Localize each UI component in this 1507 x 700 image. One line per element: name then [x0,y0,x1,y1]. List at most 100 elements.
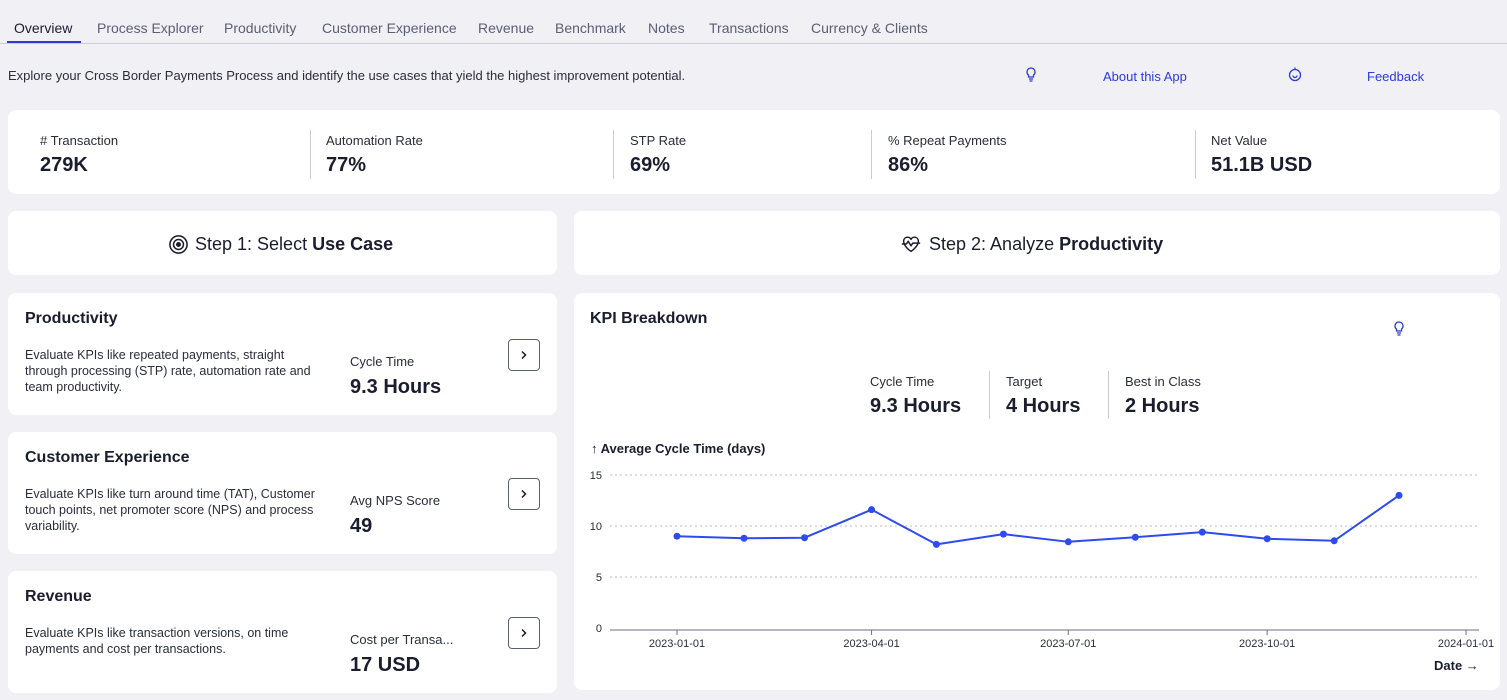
step1-bold: Use Case [312,234,394,254]
use-case-description: Evaluate KPIs like transaction versions,… [25,626,289,656]
y-tick-label: 10 [590,521,602,533]
kb-kpi-value: 4 Hours [1006,395,1081,417]
kpi-label: Automation Rate [326,133,423,148]
open-productivity-button[interactable] [508,339,540,371]
kb-kpi-target: Target 4 Hours [1006,374,1080,418]
use-case-title: Customer Experience [25,449,190,466]
tab-overview[interactable]: Overview [14,20,73,36]
y-tick-label: 5 [596,572,602,584]
kpi-stp-rate: STP Rate 69% [630,133,686,177]
x-tick-label: 2023-07-01 [1040,638,1096,650]
y-tick-label: 0 [596,623,602,635]
tab-currency-clients[interactable]: Currency & Clients [811,20,928,36]
use-case-description: Evaluate KPIs like repeated payments, st… [25,348,311,394]
tab-transactions[interactable]: Transactions [709,20,789,36]
tab-process-explorer[interactable]: Process Explorer [97,20,204,36]
x-tick-label: 2024-01-01 [1438,638,1494,650]
kpi-breakdown-title: KPI Breakdown [590,310,708,327]
kpi-label: Net Value [1211,133,1268,148]
tab-bar: Overview Process Explorer Productivity C… [0,0,1507,44]
chart-y-axis-label: ↑ Average Cycle Time (days) [591,441,766,456]
kpi-label: # Transaction [40,133,119,148]
divider [310,130,311,179]
data-point [1395,491,1403,499]
data-point [868,506,876,514]
use-case-metric-label: Cost per Transa... [350,632,454,647]
use-case-title: Productivity [25,310,118,327]
use-case-metric-value: 49 [350,515,373,537]
tab-notes[interactable]: Notes [648,20,685,36]
lightbulb-icon[interactable] [1023,66,1041,84]
data-point [740,534,748,542]
use-case-card-customer-experience[interactable] [8,432,557,554]
kb-kpi-best-in-class: Best in Class 2 Hours [1125,374,1201,418]
heart-pulse-icon [900,233,922,255]
about-app-link[interactable]: About this App [1103,69,1187,84]
kpi-label: % Repeat Payments [888,133,1007,148]
kpi-repeat-payments: % Repeat Payments 86% [888,133,1007,177]
step2-card [574,211,1500,275]
use-case-metric-value: 9.3 Hours [350,376,442,398]
step2-heading: Step 2: Analyze Productivity [929,234,1163,255]
x-tick-label: 2023-01-01 [649,638,705,650]
feedback-icon[interactable] [1287,66,1305,84]
data-point [999,530,1007,538]
kpi-value: 77% [326,154,367,176]
use-case-card-revenue[interactable] [8,571,557,693]
step2-bold: Productivity [1059,234,1164,254]
use-case-metric-label: Cycle Time [350,354,415,369]
active-tab-indicator [7,41,81,43]
chevron-right-icon [521,628,527,638]
intro-text: Explore your Cross Border Payments Proce… [8,68,686,83]
kb-kpi-label: Best in Class [1125,374,1201,389]
kpi-breakdown-card [574,293,1500,690]
x-tick-label: 2023-04-01 [843,638,899,650]
tab-benchmark[interactable]: Benchmark [555,20,626,36]
kb-kpi-value: 2 Hours [1125,395,1200,417]
step2-prefix: Step 2: Analyze [929,234,1060,254]
kpi-automation-rate: Automation Rate 77% [326,133,423,177]
use-case-card-productivity[interactable] [8,293,557,415]
series-line [676,494,1400,546]
kpi-value: 51.1B USD [1211,154,1313,176]
divider [871,130,872,179]
use-case-title: Revenue [25,588,92,605]
data-point [1198,528,1206,536]
x-tick-label: 2023-10-01 [1239,638,1295,650]
kb-kpi-label: Cycle Time [870,374,935,389]
step1-prefix: Step 1: Select [195,234,313,254]
chart-x-axis-label[interactable]: Date → [1434,658,1479,673]
kb-kpi-cycle-time: Cycle Time 9.3 Hours [870,374,961,418]
data-point [1263,535,1271,543]
kpi-net-value: Net Value 51.1B USD [1211,133,1312,177]
data-point [932,540,940,548]
kpi-value: 86% [888,154,929,176]
kpi-label: STP Rate [630,133,687,148]
y-tick-label: 15 [590,470,602,482]
step1-heading: Step 1: Select Use Case [195,234,393,255]
kb-kpi-label: Target [1006,374,1043,389]
feedback-link[interactable]: Feedback [1367,69,1425,84]
data-point [1330,537,1338,545]
kpi-value: 279K [40,154,88,176]
kpi-summary-card [8,110,1500,194]
tab-customer-experience[interactable]: Customer Experience [322,20,457,36]
chevron-right-icon [521,350,527,360]
divider [989,371,990,419]
step1-card [8,211,557,275]
data-point [801,534,809,542]
use-case-metric-value: 17 USD [350,654,421,676]
tab-productivity[interactable]: Productivity [224,20,297,36]
divider [613,130,614,179]
open-revenue-button[interactable] [508,617,540,649]
target-icon [168,234,190,256]
data-point [1064,538,1072,546]
cycle-time-line-chart: 0 5 10 15 2023-01-01 2023-04-01 2023-07-01 2023… [590,470,1494,650]
lightbulb-icon[interactable] [1391,320,1409,338]
kpi-transactions: # Transaction 279K [40,133,118,177]
data-point [1131,533,1139,541]
tab-revenue[interactable]: Revenue [478,20,535,36]
open-customer-experience-button[interactable] [508,478,540,510]
divider [1108,371,1109,419]
kb-kpi-value: 9.3 Hours [870,395,962,417]
